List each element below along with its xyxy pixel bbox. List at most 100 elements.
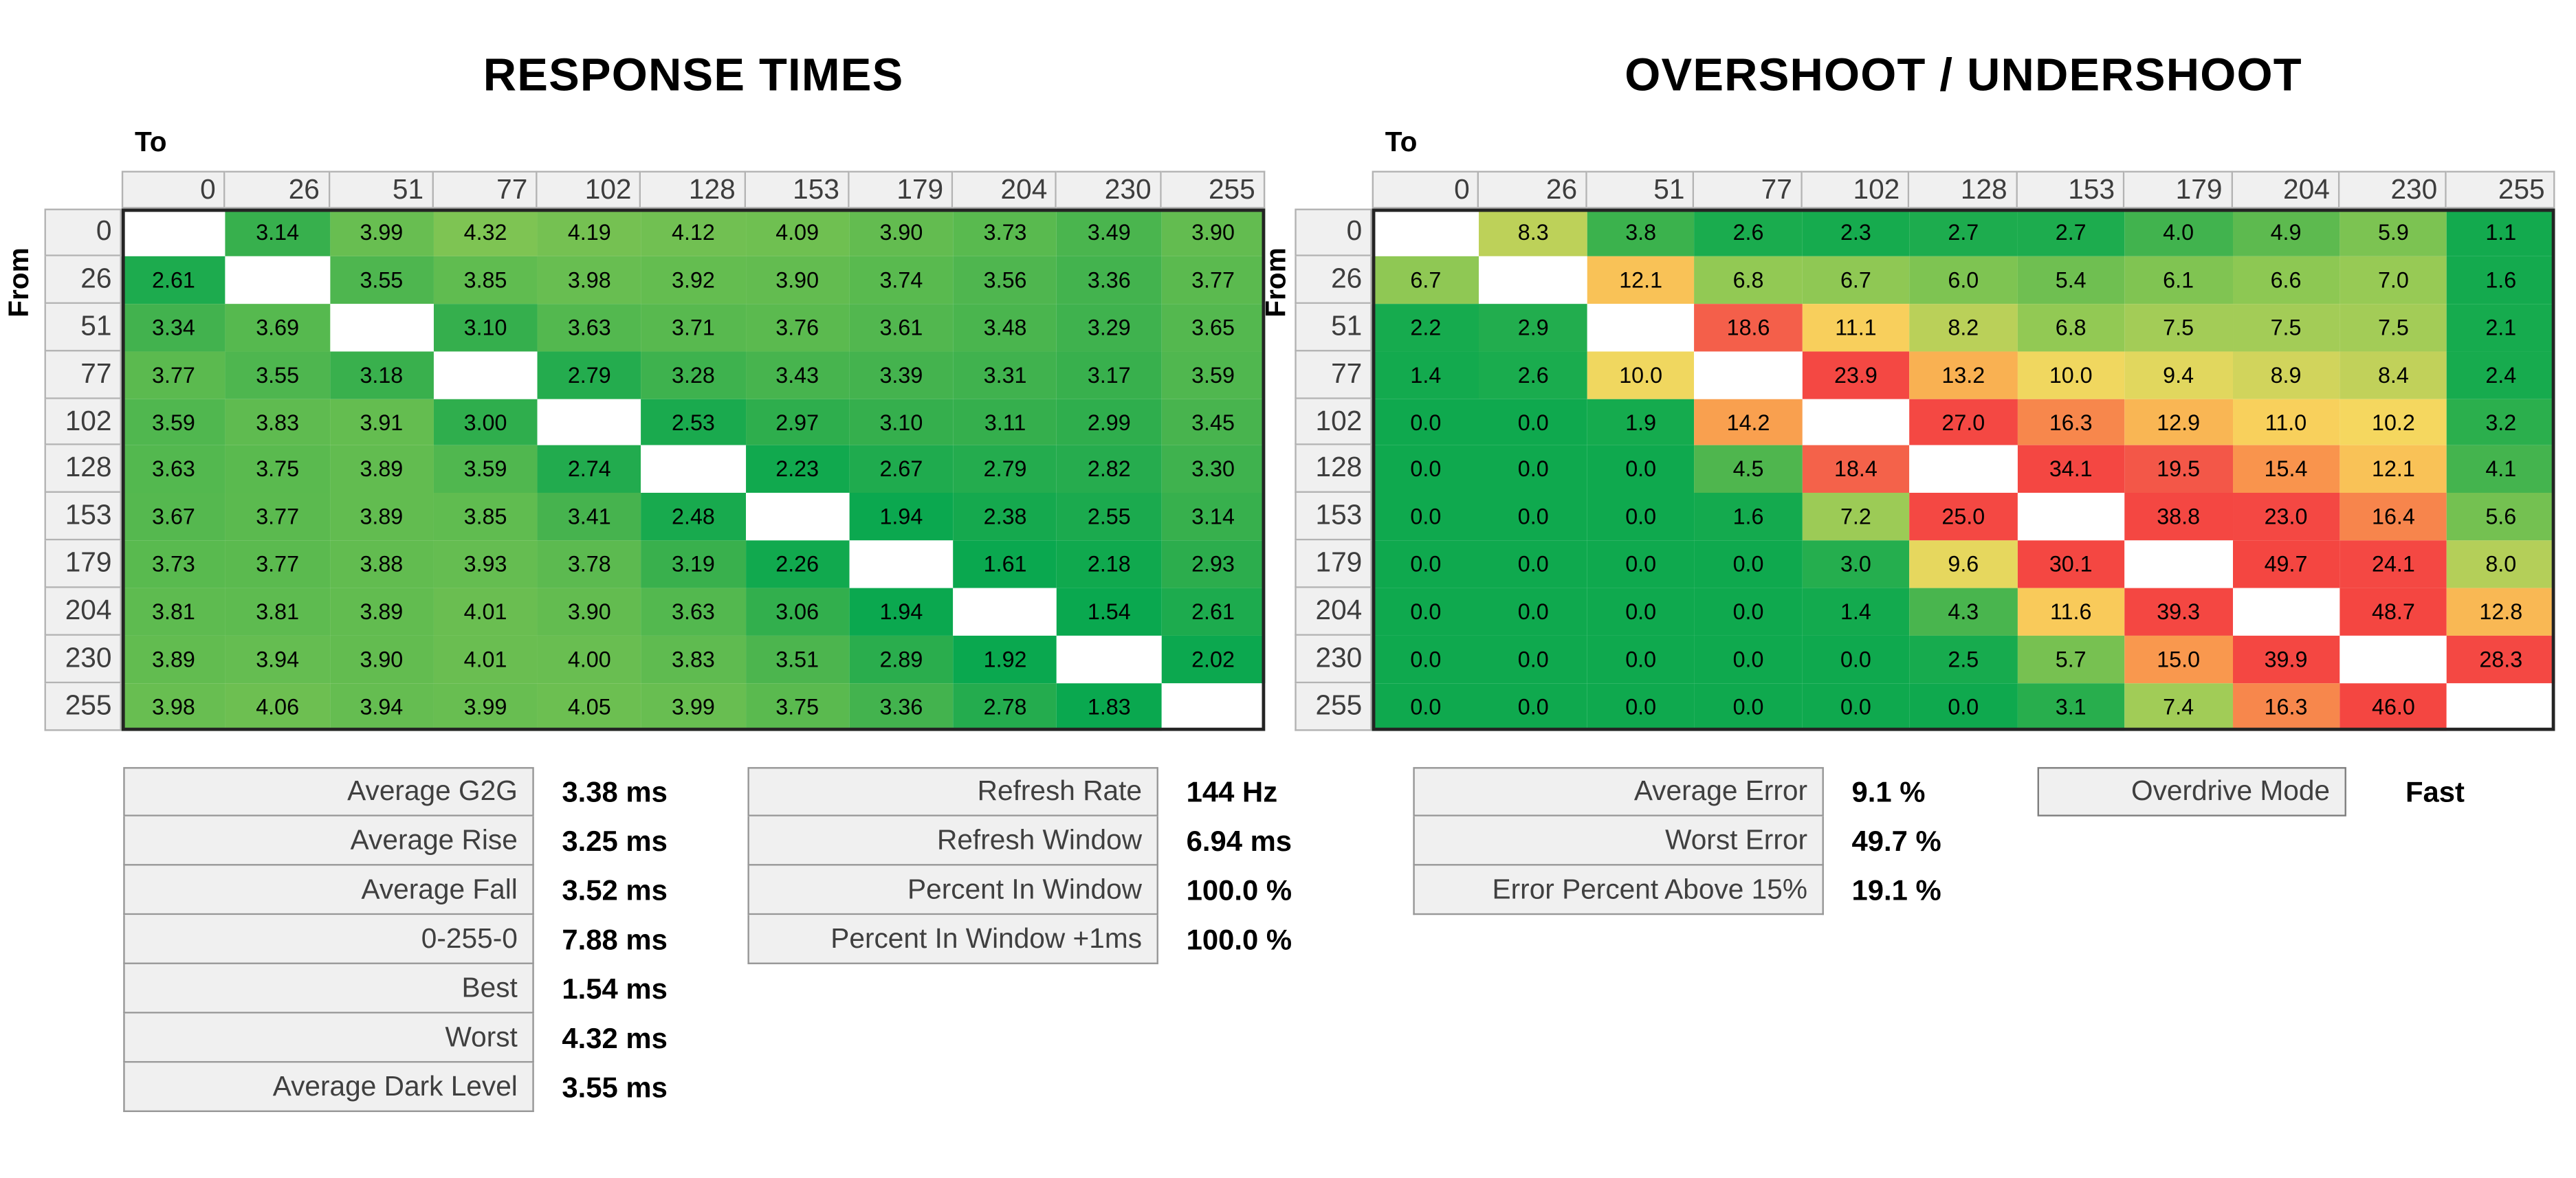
- response-cell: 3.75: [745, 683, 850, 731]
- col-header-cell: 51: [329, 170, 434, 209]
- response-cell: 3.83: [641, 635, 746, 684]
- overshoot-cell: 0.0: [1479, 493, 1587, 541]
- diagonal-cell: [2340, 635, 2447, 684]
- stat-label: Average Fall: [123, 865, 534, 915]
- overshoot-cell: 7.0: [2340, 256, 2447, 304]
- response-summary-panel: Average G2G 3.38 ms Average Rise 3.25 ms Ave…: [123, 767, 668, 1113]
- response-cell: 3.77: [121, 351, 226, 399]
- stat-label: 0-255-0: [123, 915, 534, 964]
- col-header-cell: 153: [2017, 170, 2125, 209]
- response-cell: 3.61: [849, 303, 954, 351]
- to-axis-label: To: [134, 126, 167, 158]
- response-cell: 3.29: [1057, 303, 1161, 351]
- col-header-cell: 51: [1587, 170, 1695, 209]
- from-axis-label: From: [3, 247, 35, 318]
- overshoot-cell: 0.0: [1372, 493, 1480, 541]
- stat-value: 100.0 %: [1186, 873, 1292, 907]
- overshoot-cell: 28.3: [2447, 635, 2555, 684]
- response-cell: 3.14: [1160, 493, 1266, 541]
- response-cell: 1.94: [849, 588, 954, 636]
- response-cell: 3.65: [1160, 303, 1266, 351]
- response-cell: 3.18: [329, 351, 434, 399]
- response-cell: 3.99: [433, 683, 538, 731]
- response-cell: 3.67: [121, 493, 226, 541]
- stat-value: 3.25 ms: [562, 823, 668, 857]
- row-header-cell: 204: [1295, 588, 1372, 636]
- response-cell: 1.83: [1057, 683, 1161, 731]
- col-header-cell: 0: [121, 170, 226, 209]
- col-header-cell: 204: [2232, 170, 2340, 209]
- overshoot-cell: 1.9: [1587, 398, 1695, 446]
- overshoot-cell: 19.5: [2124, 445, 2232, 493]
- overshoot-cell: 0.0: [1479, 398, 1587, 446]
- response-cell: 3.73: [121, 540, 226, 588]
- overshoot-cell: 7.5: [2232, 303, 2340, 351]
- response-cell: 3.89: [329, 445, 434, 493]
- overshoot-cell: 6.8: [1694, 256, 1803, 304]
- stat-label: Average G2G: [123, 767, 534, 816]
- response-cell: 2.99: [1057, 398, 1161, 446]
- response-cell: 3.30: [1160, 445, 1266, 493]
- overshoot-cell: 2.6: [1479, 351, 1587, 399]
- response-cell: 3.94: [329, 683, 434, 731]
- response-cell: 3.48: [953, 303, 1057, 351]
- overshoot-cell: 0.0: [1802, 635, 1910, 684]
- response-cell: 2.61: [121, 256, 226, 304]
- overshoot-cell: 8.0: [2447, 540, 2555, 588]
- overshoot-cell: 12.9: [2124, 398, 2232, 446]
- response-cell: 3.11: [953, 398, 1057, 446]
- overshoot-cell: 0.0: [1372, 445, 1480, 493]
- overshoot-cell: 6.6: [2232, 256, 2340, 304]
- diagonal-cell: [745, 493, 850, 541]
- overshoot-cell: 2.7: [2017, 208, 2125, 256]
- response-cell: 3.63: [641, 588, 746, 636]
- row-header-cell: 102: [1295, 398, 1372, 446]
- stat-row: Average Fall 3.52 ms: [123, 865, 668, 915]
- stat-value: 6.94 ms: [1186, 823, 1292, 857]
- response-cell: 3.83: [225, 398, 330, 446]
- response-cell: 3.55: [329, 256, 434, 304]
- overshoot-cell: 16.3: [2232, 683, 2340, 731]
- response-cell: 3.85: [433, 493, 538, 541]
- overshoot-cell: 23.0: [2232, 493, 2340, 541]
- overshoot-cell: 4.9: [2232, 208, 2340, 256]
- response-cell: 3.41: [537, 493, 641, 541]
- response-cell: 3.59: [121, 398, 226, 446]
- stat-label: Refresh Rate: [747, 767, 1158, 816]
- overshoot-cell: 10.2: [2340, 398, 2447, 446]
- response-cell: 3.75: [225, 445, 330, 493]
- response-cell: 3.81: [121, 588, 226, 636]
- col-header-cell: 153: [745, 170, 850, 209]
- stat-row: Percent In Window 100.0 %: [747, 865, 1292, 915]
- row-header-cell: 230: [44, 635, 122, 684]
- diagonal-cell: [329, 303, 434, 351]
- response-cell: 2.18: [1057, 540, 1161, 588]
- col-header-cell: 255: [2447, 170, 2555, 209]
- response-cell: 3.76: [745, 303, 850, 351]
- response-cell: 3.51: [745, 635, 850, 684]
- response-cell: 2.79: [537, 351, 641, 399]
- response-times-title: RESPONSE TIMES: [483, 49, 904, 100]
- response-cell: 2.97: [745, 398, 850, 446]
- overshoot-cell: 0.0: [1479, 635, 1587, 684]
- overshoot-cell: 0.0: [1479, 445, 1587, 493]
- overshoot-cell: 0.0: [1479, 588, 1587, 636]
- response-cell: 3.98: [537, 256, 641, 304]
- stat-row: Refresh Rate 144 Hz: [747, 767, 1292, 816]
- response-cell: 3.92: [641, 256, 746, 304]
- stat-row: Refresh Window 6.94 ms: [747, 816, 1292, 866]
- from-axis-label: From: [1260, 247, 1292, 318]
- col-header-cell: 179: [2124, 170, 2232, 209]
- error-summary-panel: Average Error 9.1 % Worst Error 49.7 % Error…: [1413, 767, 1941, 915]
- overshoot-cell: 0.0: [1909, 683, 2018, 731]
- overshoot-cell: 0.0: [1587, 445, 1695, 493]
- response-cell: 3.93: [433, 540, 538, 588]
- response-cell: 3.28: [641, 351, 746, 399]
- row-header-cell: 128: [1295, 445, 1372, 493]
- overshoot-cell: 18.4: [1802, 445, 1910, 493]
- col-header-cell: 204: [953, 170, 1057, 209]
- response-cell: 3.90: [329, 635, 434, 684]
- diagonal-cell: [225, 256, 330, 304]
- col-header-cell: 26: [1479, 170, 1587, 209]
- overshoot-cell: 0.0: [1802, 683, 1910, 731]
